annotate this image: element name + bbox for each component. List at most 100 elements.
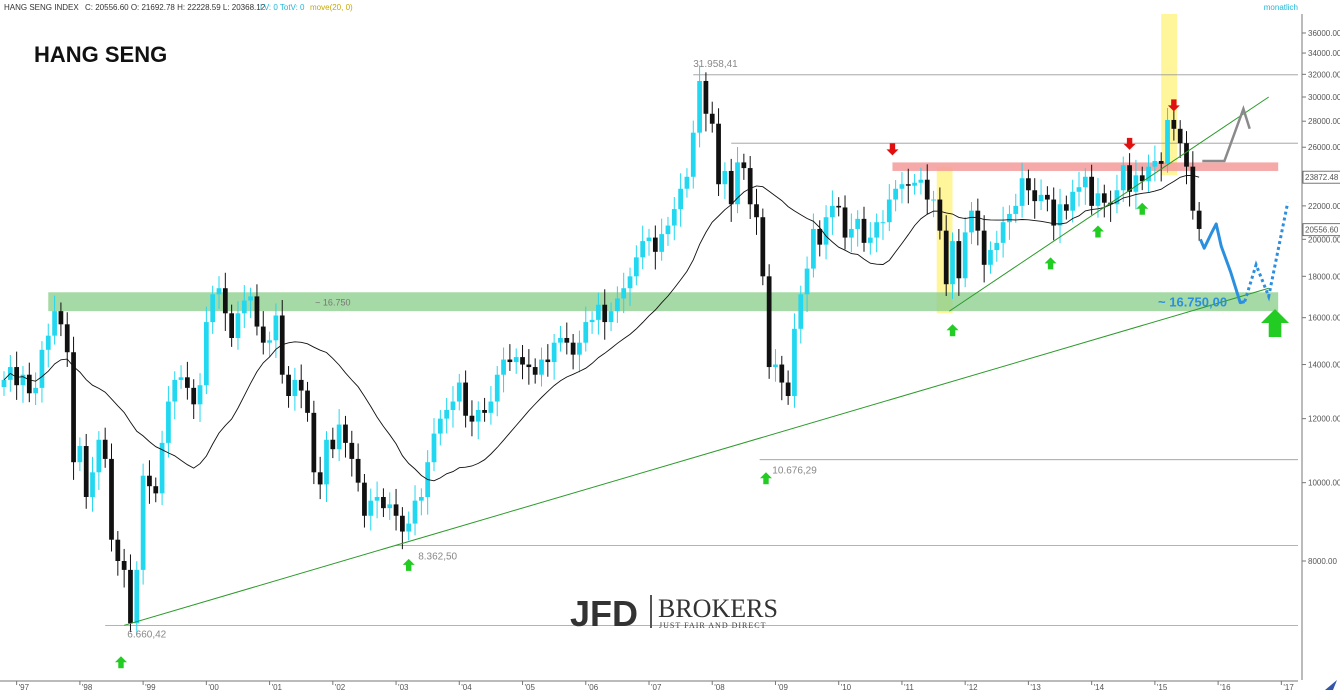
candle-2007 [646, 237, 652, 242]
candle-2012.9 [1019, 178, 1025, 206]
x-tick-label: '11 [904, 683, 914, 692]
candle-2011.7 [943, 230, 949, 285]
candle-2005.7 [564, 337, 570, 343]
y-tick-label: 36000.00 [1308, 29, 1340, 38]
candle-2000.1 [210, 294, 216, 323]
candle-2014.8 [1139, 175, 1145, 182]
candle-2000.5 [235, 313, 241, 338]
candle-2006 [583, 322, 589, 343]
candle-2008.7 [754, 204, 759, 218]
down-arrow-icon [886, 143, 899, 156]
candle-2009.3 [792, 328, 797, 397]
candle-2013.3 [1045, 194, 1050, 200]
moving-average-line [3, 175, 1200, 482]
brand-name-right: BROKERS [658, 594, 778, 623]
candle-2007.3 [665, 225, 671, 235]
up-arrow-icon [1091, 225, 1104, 238]
candle-1998.3 [96, 439, 102, 473]
candle-2015.5 [1184, 143, 1189, 167]
candle-1997.4 [39, 349, 45, 388]
candle-2010.1 [842, 207, 848, 238]
candle-2001.3 [286, 374, 291, 397]
candle-2007.7 [690, 132, 696, 177]
candle-2005.8 [570, 342, 576, 355]
x-tick-label: '10 [841, 683, 852, 692]
candle-1998.4 [102, 439, 108, 459]
up-arrow-icon [1136, 202, 1149, 215]
annotation-2: 8.362,50 [418, 551, 457, 562]
candle-2009 [773, 364, 778, 368]
candle-2002.8 [381, 496, 386, 509]
candle-1999.1 [147, 475, 152, 487]
y-tick-label: 12000.00 [1308, 415, 1340, 424]
candle-2010.7 [880, 222, 886, 224]
candle-1997.7 [58, 311, 64, 325]
candle-2015.6 [1190, 166, 1196, 211]
candle-2011.1 [905, 184, 911, 186]
candle-1999.5 [172, 379, 178, 402]
candle-2003.6 [431, 433, 437, 463]
candle-2004.1 [463, 382, 468, 416]
candle-2011.3 [918, 179, 924, 183]
up-arrow-icon [114, 656, 127, 669]
candle-2000.3 [222, 288, 228, 314]
candle-2005.2 [532, 367, 538, 375]
candle-2008.8 [760, 217, 766, 277]
candle-2008.5 [741, 162, 747, 169]
y-axis-bg [1298, 14, 1340, 680]
candle-2005.1 [526, 364, 532, 368]
candle-2003.8 [444, 409, 450, 419]
resistance-zone [892, 162, 1279, 171]
candle-2000.4 [229, 313, 235, 338]
x-tick-label: '01 [272, 683, 283, 692]
y-tick-label: 32000.00 [1308, 70, 1340, 79]
header-volume: LV: 0 TotV: 0 [260, 3, 305, 12]
candle-2003.4 [418, 496, 424, 501]
x-tick-label: '17 [1283, 683, 1294, 692]
header-timeframe: monatlich [1264, 3, 1298, 12]
candle-2006.6 [621, 288, 627, 299]
candle-2004.6 [494, 374, 500, 402]
annotation-5: ~ 16.750,00 [1158, 295, 1227, 310]
candle-2008 [709, 113, 715, 124]
candle-2002 [330, 439, 336, 450]
candle-2013.1 [1032, 190, 1038, 202]
annotation-1: 10.676,29 [772, 466, 817, 477]
candle-2000.6 [241, 300, 247, 314]
candle-1998.7 [121, 560, 127, 570]
candle-1998.2 [90, 472, 95, 497]
candle-2008.1 [716, 123, 721, 185]
up-arrow-icon [402, 558, 415, 571]
candle-2009.7 [817, 228, 823, 245]
candle-2011.2 [912, 182, 917, 186]
navigate-icon [1325, 680, 1337, 690]
candle-2004.7 [501, 359, 506, 375]
candle-2001.1 [273, 315, 279, 341]
up-arrow-icon [759, 472, 772, 485]
candle-1999.6 [178, 377, 184, 380]
candle-2010.4 [861, 218, 867, 243]
candle-2007.9 [703, 80, 709, 114]
y-tick-label: 14000.00 [1308, 361, 1340, 370]
candle-2004 [456, 382, 462, 402]
down-arrow-icon [1167, 99, 1180, 112]
candle-2003.9 [450, 401, 456, 410]
big-up-arrow-icon [1261, 308, 1290, 337]
trendline-medium-term [949, 96, 1269, 312]
forecast-path [1199, 222, 1246, 305]
x-tick-label: '09 [777, 683, 788, 692]
candle-2001.8 [317, 472, 323, 485]
candle-2004.2 [469, 415, 475, 422]
y-tick-label: 34000.00 [1308, 49, 1340, 58]
candle-2006.3 [602, 304, 608, 323]
candle-2003.7 [437, 418, 443, 434]
x-tick-label: '03 [398, 683, 409, 692]
x-tick-label: '05 [525, 683, 536, 692]
candle-1997.3 [33, 387, 38, 394]
candle-2002.5 [362, 482, 367, 516]
candle-2008.4 [735, 162, 740, 205]
candle-1997.8 [64, 324, 70, 353]
last-price-box-label: 20556.60 [1305, 226, 1339, 235]
x-tick-label: '04 [461, 683, 472, 692]
y-tick-label: 18000.00 [1308, 272, 1340, 281]
